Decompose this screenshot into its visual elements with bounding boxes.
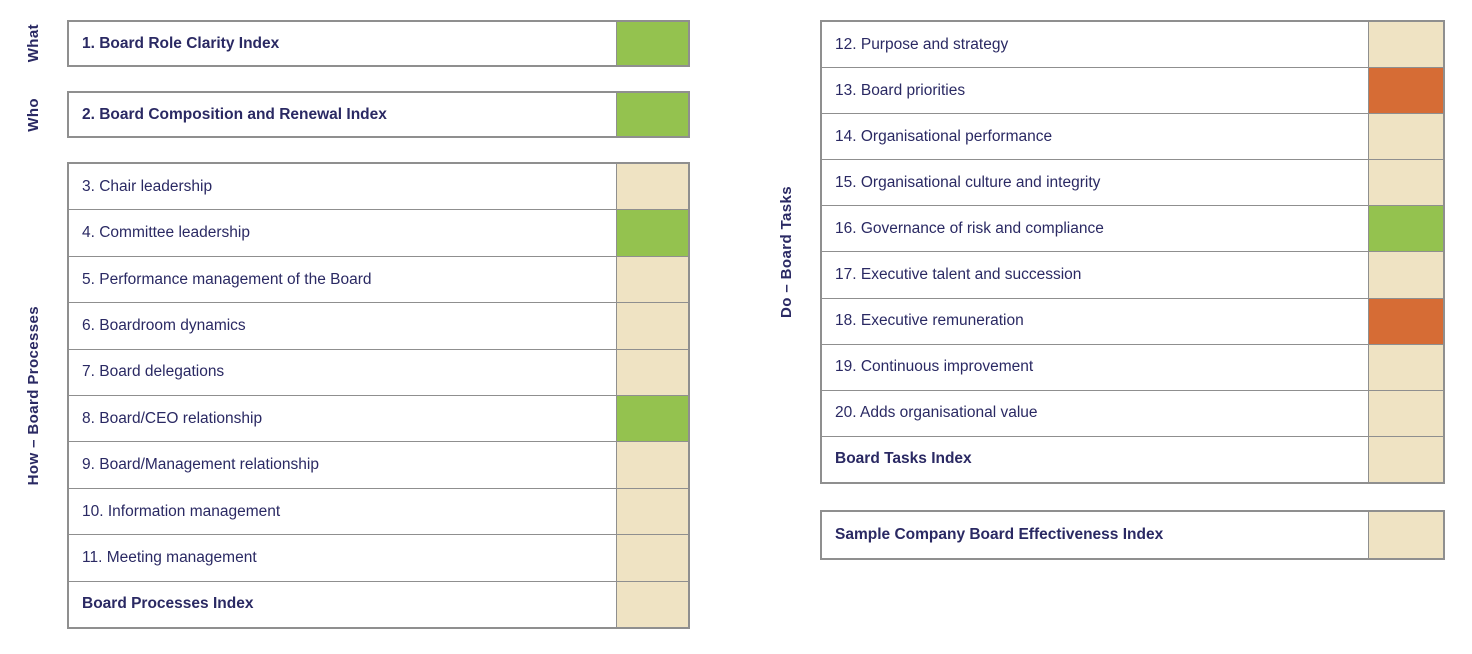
status-cell-beige <box>616 581 688 628</box>
row-label: 4. Committee leadership <box>82 224 250 242</box>
status-cell-beige <box>1368 344 1443 390</box>
panel-what: What 1. Board Role Clarity Index <box>0 20 690 67</box>
table-row: Board Processes Index <box>69 580 688 628</box>
table-row: Sample Company Board Effectiveness Index <box>822 512 1443 558</box>
side-label-tasks: Do – Board Tasks <box>753 20 820 484</box>
status-cell-green <box>616 210 688 256</box>
status-cell-beige <box>1368 160 1443 206</box>
row-label: 18. Executive remuneration <box>835 312 1024 330</box>
table-row: 13. Board priorities <box>822 67 1443 114</box>
panel-who: Who 2. Board Composition and Renewal Inde… <box>0 91 690 138</box>
status-cell-beige <box>1368 22 1443 68</box>
table-row: 19. Continuous improvement <box>822 343 1443 390</box>
row-label: 15. Organisational culture and integrity <box>835 173 1101 191</box>
status-cell-beige <box>616 164 688 210</box>
status-cell-green <box>616 396 688 442</box>
row-label: 17. Executive talent and succession <box>835 266 1082 284</box>
row-label: 20. Adds organisational value <box>835 404 1038 422</box>
row-label: Sample Company Board Effectiveness Index <box>835 526 1164 543</box>
row-label: 5. Performance management of the Board <box>82 270 372 288</box>
row-label: Board Tasks Index <box>835 450 972 468</box>
panel-tasks: Do – Board Tasks 12. Purpose and strategy… <box>753 20 1445 484</box>
right-column: Do – Board Tasks 12. Purpose and strategy… <box>753 20 1445 560</box>
status-cell-beige <box>616 488 688 535</box>
status-cell-beige <box>616 349 688 396</box>
status-cell-beige <box>1368 390 1443 436</box>
status-cell-orange <box>1368 298 1443 344</box>
table-row: 20. Adds organisational value <box>822 389 1443 436</box>
table-row: 3. Chair leadership <box>69 164 688 210</box>
row-label: 7. Board delegations <box>82 363 225 381</box>
status-cell-beige <box>616 442 688 488</box>
table-row: 5. Performance management of the Board <box>69 255 688 303</box>
table-row: 12. Purpose and strategy <box>822 22 1443 68</box>
rotated-label: Who <box>25 97 42 132</box>
status-cell-beige <box>1368 252 1443 298</box>
table-row: 14. Organisational performance <box>822 113 1443 160</box>
left-column: What 1. Board Role Clarity Index Who 2. Boa… <box>0 20 690 629</box>
row-label: 11. Meeting management <box>82 548 257 566</box>
tasks-table: 12. Purpose and strategy 13. Board priori… <box>820 20 1445 484</box>
table-row: 1. Board Role Clarity Index <box>69 22 688 65</box>
status-cell-beige <box>1368 436 1443 482</box>
row-label: 12. Purpose and strategy <box>835 35 1009 53</box>
status-cell-beige <box>1368 114 1443 160</box>
status-cell-beige <box>616 535 688 581</box>
rotated-label: What <box>25 24 42 63</box>
row-label: 2. Board Composition and Renewal Index <box>82 105 387 123</box>
side-label-what: What <box>0 20 67 67</box>
panel-processes: How – Board Processes 3. Chair leadership… <box>0 162 690 629</box>
status-cell-green <box>616 93 688 136</box>
table-row: 17. Executive talent and succession <box>822 251 1443 298</box>
table-row: 11. Meeting management <box>69 534 688 581</box>
table-row: 16. Governance of risk and compliance <box>822 205 1443 252</box>
row-label: 10. Information management <box>82 502 281 520</box>
status-cell-beige <box>616 303 688 349</box>
status-cell-orange <box>1368 68 1443 114</box>
table-row: 9. Board/Management relationship <box>69 441 688 488</box>
table-row: 10. Information management <box>69 487 688 535</box>
table-row: 8. Board/CEO relationship <box>69 395 688 442</box>
row-label: 8. Board/CEO relationship <box>82 409 263 427</box>
sample-table: Sample Company Board Effectiveness Index <box>820 510 1445 560</box>
row-label: 14. Organisational performance <box>835 127 1053 145</box>
row-label: 1. Board Role Clarity Index <box>82 34 280 52</box>
status-cell-green <box>616 22 688 65</box>
side-label-who: Who <box>0 91 67 138</box>
table-row: 7. Board delegations <box>69 348 688 396</box>
status-cell-beige <box>1368 512 1443 558</box>
row-label: 19. Continuous improvement <box>835 358 1034 376</box>
row-label: Board Processes Index <box>82 595 254 613</box>
row-label: 16. Governance of risk and compliance <box>835 219 1104 237</box>
table-row: 4. Committee leadership <box>69 209 688 256</box>
rotated-label: How – Board Processes <box>25 305 42 486</box>
side-label-empty <box>753 510 820 560</box>
row-label: 3. Chair leadership <box>82 177 213 195</box>
table-row: 2. Board Composition and Renewal Index <box>69 93 688 136</box>
rotated-label: Do – Board Tasks <box>778 186 795 318</box>
processes-table: 3. Chair leadership 4. Committee leadersh… <box>67 162 690 629</box>
side-label-processes: How – Board Processes <box>0 162 67 629</box>
table-row: 15. Organisational culture and integrity <box>822 159 1443 206</box>
status-cell-beige <box>616 256 688 303</box>
what-table: 1. Board Role Clarity Index <box>67 20 690 67</box>
who-table: 2. Board Composition and Renewal Index <box>67 91 690 138</box>
status-cell-green <box>1368 206 1443 252</box>
row-label: 9. Board/Management relationship <box>82 456 319 474</box>
row-label: 13. Board priorities <box>835 81 966 99</box>
table-row: 6. Boardroom dynamics <box>69 302 688 349</box>
panel-sample: Sample Company Board Effectiveness Index <box>753 510 1445 560</box>
table-row: 18. Executive remuneration <box>822 297 1443 344</box>
table-row: Board Tasks Index <box>822 435 1443 482</box>
row-label: 6. Boardroom dynamics <box>82 316 246 334</box>
